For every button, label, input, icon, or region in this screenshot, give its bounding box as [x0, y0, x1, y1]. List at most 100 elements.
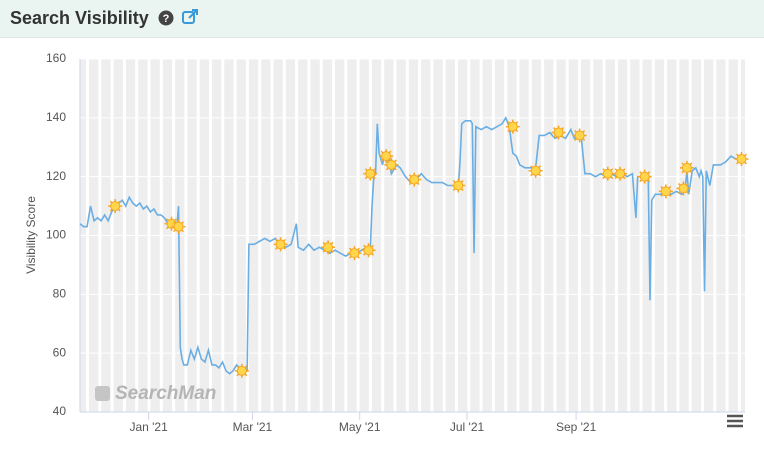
marker-ray — [512, 126, 519, 133]
event-marker — [407, 172, 422, 187]
marker-core — [275, 239, 286, 250]
stripe — [172, 59, 176, 412]
marker-ray — [665, 185, 672, 192]
marker-ray — [367, 249, 374, 256]
x-tick-label: May '21 — [339, 420, 381, 434]
event-marker — [551, 125, 566, 140]
stripe — [688, 59, 692, 412]
marker-ray — [677, 182, 684, 189]
plot-background — [80, 59, 745, 412]
event-marker — [734, 152, 749, 167]
marker-core — [236, 365, 247, 376]
stripe — [110, 59, 114, 412]
help-icon[interactable]: ? — [158, 10, 174, 26]
event-marker — [234, 363, 249, 378]
stripe — [541, 59, 545, 412]
marker-ray — [736, 158, 743, 165]
event-marker — [600, 166, 615, 181]
stripe — [639, 59, 643, 412]
marker-ray — [353, 252, 360, 259]
marker-ray — [681, 167, 688, 174]
marker-ray — [639, 171, 646, 178]
header: Search Visibility ? — [0, 0, 764, 38]
marker-ray — [280, 238, 287, 245]
menu-button[interactable] — [725, 414, 745, 430]
marker-ray — [348, 252, 355, 259]
y-tick-label: 140 — [46, 110, 66, 124]
stripe — [282, 59, 286, 412]
stripe — [98, 59, 102, 412]
marker-ray — [322, 246, 329, 253]
marker-ray — [557, 132, 564, 139]
marker-ray — [660, 190, 667, 197]
marker-ray — [385, 155, 392, 162]
marker-ray — [408, 179, 415, 186]
stripe — [184, 59, 188, 412]
event-marker — [273, 237, 288, 252]
marker-core — [736, 154, 747, 165]
marker-core — [507, 121, 518, 132]
marker-ray — [385, 159, 392, 166]
event-marker — [658, 184, 673, 199]
marker-ray — [682, 182, 689, 189]
stripe — [664, 59, 668, 412]
stripe — [578, 59, 581, 412]
stripe — [713, 59, 717, 412]
event-marker — [451, 178, 466, 193]
marker-ray — [665, 190, 672, 197]
x-tick-label: Jul '21 — [450, 420, 485, 434]
marker-core — [453, 180, 464, 191]
marker-core — [409, 174, 420, 185]
marker-core — [660, 186, 671, 197]
stripe — [270, 59, 274, 412]
marker-ray — [607, 168, 614, 175]
watermark-logo — [95, 386, 110, 401]
marker-ray — [241, 365, 248, 372]
y-tick-label: 80 — [53, 287, 67, 301]
external-link-icon[interactable] — [181, 8, 199, 26]
y-tick-label: 60 — [53, 345, 67, 359]
stripe — [344, 59, 348, 412]
visibility-line — [79, 116, 746, 375]
y-tick-label: 40 — [53, 404, 67, 418]
marker-ray — [736, 153, 743, 160]
marker-core — [110, 201, 121, 212]
marker-core — [386, 159, 397, 170]
marker-ray — [413, 179, 420, 186]
stripe — [233, 59, 237, 412]
marker-ray — [413, 174, 420, 181]
y-tick-label: 120 — [46, 169, 66, 183]
marker-core — [678, 183, 689, 194]
marker-ray — [166, 223, 173, 230]
marker-ray — [390, 159, 397, 166]
marker-ray — [619, 168, 626, 175]
marker-ray — [367, 244, 374, 251]
stripe — [467, 59, 471, 412]
x-tick-label: Mar '21 — [233, 420, 273, 434]
event-marker — [108, 199, 123, 214]
stripe — [725, 59, 729, 412]
stripe — [122, 59, 126, 412]
stripe — [393, 59, 397, 412]
marker-ray — [275, 243, 282, 250]
stripe — [627, 59, 631, 412]
marker-ray — [457, 180, 464, 187]
marker-ray — [512, 121, 519, 128]
marker-ray — [686, 167, 693, 174]
marker-ray — [241, 370, 248, 377]
event-marker — [347, 246, 362, 261]
marker-ray — [557, 127, 564, 134]
marker-ray — [369, 173, 376, 180]
marker-ray — [677, 187, 684, 194]
marker-ray — [644, 171, 651, 178]
marker-ray — [530, 165, 537, 172]
marker-core — [553, 127, 564, 138]
marker-ray — [452, 180, 459, 187]
panel-title: Search Visibility ? — [10, 8, 199, 29]
stripe — [381, 59, 385, 412]
marker-ray — [602, 173, 609, 180]
marker-ray — [579, 134, 586, 141]
marker-ray — [114, 205, 121, 212]
marker-core — [681, 162, 692, 173]
